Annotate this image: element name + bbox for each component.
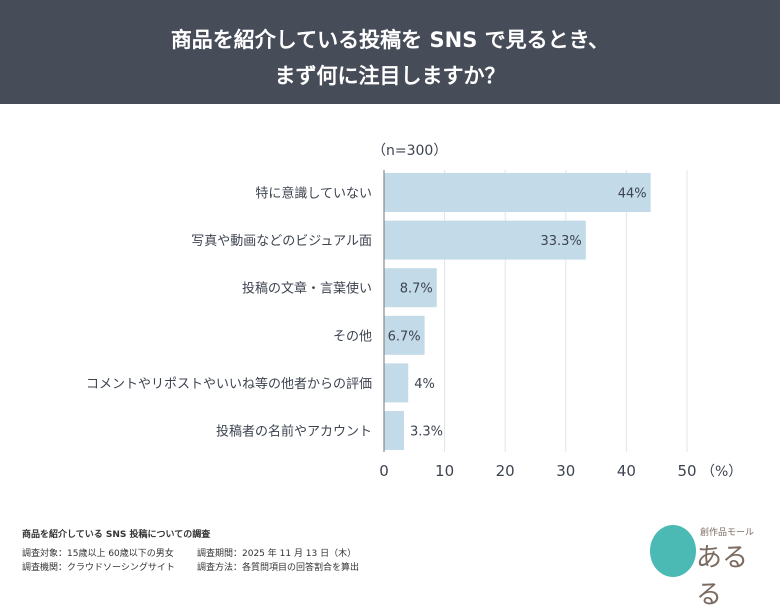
category-label: その他 [333, 329, 372, 344]
title-banner: 商品を紹介している投稿を SNS で見るとき、 まず何に注目しますか？ [0, 0, 780, 104]
category-label: 写真や動画などのビジュアル面 [191, 234, 372, 249]
x-tick-label: 50 [677, 462, 696, 480]
logo-text: あるる [696, 543, 749, 610]
bar [384, 173, 651, 212]
data-label: 33.3% [540, 234, 581, 249]
bar [384, 411, 404, 450]
category-label: コメントやリポストやいいね等の他者からの評価 [86, 376, 372, 392]
x-tick-label: 20 [496, 462, 515, 480]
x-unit-label: （%） [701, 464, 742, 480]
data-label: 8.7% [400, 282, 433, 297]
data-label: 44% [618, 187, 647, 202]
x-tick-label: 30 [556, 462, 575, 480]
bar [384, 268, 437, 308]
survey-method: 調査方法：各質問項目の回答割合を算出 [197, 563, 360, 573]
category-label: 投稿の文章・言葉使い [242, 281, 372, 297]
title-line-2: まず何に注目しますか？ [274, 64, 506, 88]
bar [384, 220, 586, 260]
sample-size: （n=300） [372, 143, 448, 159]
survey-title: 商品を紹介している SNS 投稿についての調査 [22, 530, 211, 540]
data-label: 3.3% [410, 425, 443, 440]
bar-chart: 0 10 20 30 40 50 （%） 44% 特に意識していない 33.3% 写真や動画などのビ… [86, 170, 742, 480]
category-label: 特に意識していない [255, 186, 372, 202]
survey-period: 調査期間：2025 年 11 月 13 日（木） [197, 549, 357, 559]
category-label: 投稿者の名前やアカウント [216, 424, 372, 440]
survey-agency: 調査機関：クラウドソーシングサイト [22, 563, 175, 573]
x-tick-label: 10 [435, 462, 454, 480]
title-line-1: 商品を紹介している投稿を SNS で見るとき、 [170, 28, 610, 52]
x-tick-label: 40 [617, 462, 636, 480]
logo-subtext: 創作品モール [700, 528, 755, 538]
bar [384, 363, 409, 403]
data-label: 6.7% [388, 329, 421, 344]
bar [384, 315, 425, 355]
survey-target: 調査対象：15歳以上 60歳以下の男女 [22, 549, 174, 559]
x-tick-label: 0 [379, 462, 389, 480]
logo: 創作品モール あるる [650, 525, 770, 610]
logo-circle [650, 525, 696, 577]
data-label: 4% [414, 377, 435, 392]
